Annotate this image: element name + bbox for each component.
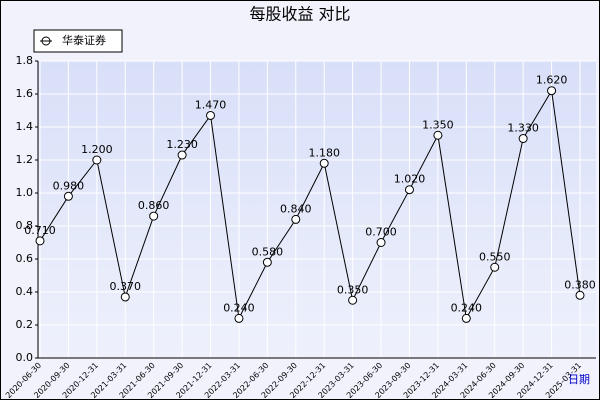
- y-tick-label: 1.0: [16, 186, 34, 199]
- y-tick-label: 0.2: [16, 318, 34, 331]
- data-label: 1.470: [195, 98, 227, 111]
- data-label: 1.180: [308, 146, 340, 159]
- point: [348, 295, 358, 305]
- chart-title: 每股收益 对比: [249, 5, 350, 24]
- point: [433, 130, 443, 140]
- legend: [33, 29, 123, 53]
- y-tick-label: 0.0: [16, 351, 34, 364]
- data-label: 1.620: [536, 74, 568, 87]
- point: [35, 236, 45, 246]
- point: [490, 262, 500, 272]
- point: [404, 185, 414, 195]
- point: [177, 150, 187, 160]
- point: [120, 292, 130, 302]
- y-tick-label: 1.2: [16, 153, 34, 166]
- data-label: 0.840: [280, 202, 312, 215]
- point: [234, 313, 244, 323]
- data-label: 0.860: [138, 199, 170, 212]
- data-label: 1.350: [422, 118, 454, 131]
- point: [291, 214, 301, 224]
- point: [575, 290, 585, 300]
- data-label: 0.700: [365, 226, 397, 239]
- plot-area: [38, 61, 596, 358]
- point: [376, 238, 386, 247]
- data-label: 1.200: [81, 143, 113, 156]
- point: [262, 257, 272, 267]
- data-label: 0.380: [564, 278, 596, 291]
- point: [206, 110, 216, 120]
- point: [547, 86, 557, 96]
- y-tick-label: 1.4: [16, 120, 34, 133]
- point: [461, 313, 471, 323]
- point: [63, 191, 73, 201]
- data-label: 0.240: [223, 301, 255, 314]
- y-tick-label: 0.4: [16, 285, 34, 298]
- data-label: 0.710: [24, 224, 56, 237]
- point: [518, 134, 528, 144]
- point: [92, 155, 102, 165]
- data-label: 1.230: [166, 138, 198, 151]
- data-label: 0.240: [451, 301, 483, 314]
- point: [149, 211, 159, 221]
- data-label: 1.020: [394, 173, 426, 186]
- series-line: [39, 89, 581, 321]
- data-label: 1.330: [507, 122, 539, 135]
- data-label: 0.370: [110, 280, 142, 293]
- y-tick-label: 1.6: [16, 87, 34, 100]
- data-label: 0.350: [337, 283, 369, 296]
- data-label: 0.580: [252, 245, 284, 258]
- data-label: 0.550: [479, 250, 511, 263]
- point: [319, 158, 329, 168]
- x-axis-label: 日期: [568, 373, 590, 386]
- data-label: 0.980: [53, 179, 85, 192]
- legend-label: 华泰证券: [62, 33, 106, 47]
- legend-box: [33, 29, 123, 53]
- y-tick-label: 0.8: [16, 219, 34, 232]
- y-tick-label: 0.6: [16, 252, 34, 265]
- y-tick-label: 1.8: [16, 54, 34, 67]
